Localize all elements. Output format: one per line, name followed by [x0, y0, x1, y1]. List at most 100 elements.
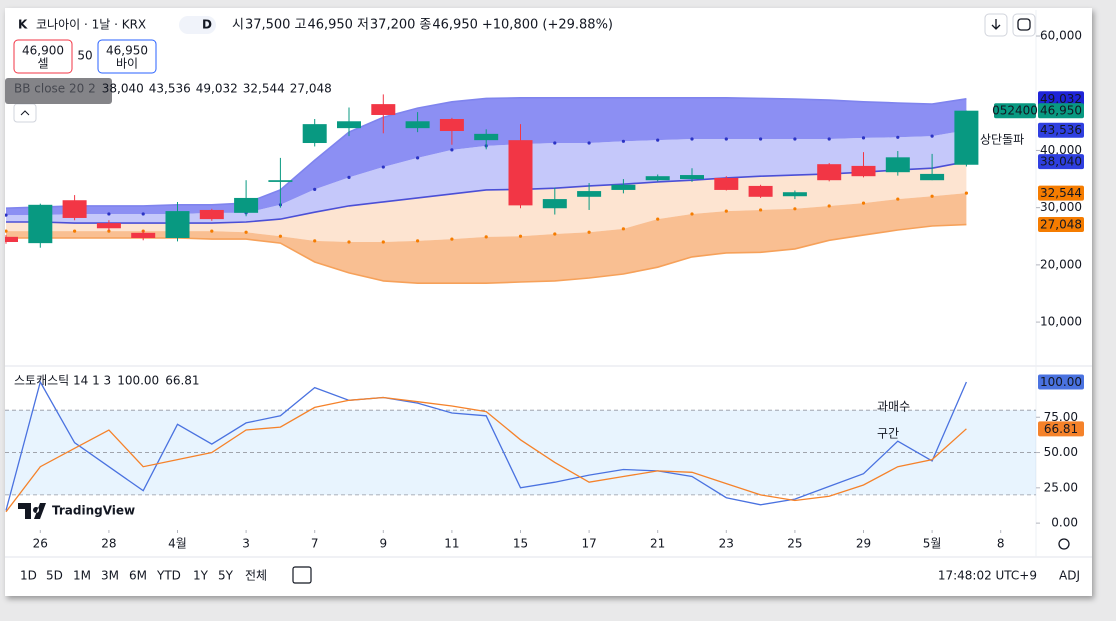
- candle-body: [817, 164, 842, 181]
- price-badge-bg: [1038, 122, 1084, 138]
- download-icon: [991, 19, 1001, 30]
- band-dot: [313, 239, 317, 243]
- band-dot: [896, 197, 900, 201]
- band-line: [6, 223, 967, 284]
- range-button[interactable]: 전체: [245, 569, 267, 583]
- band-dot: [793, 137, 797, 141]
- band-dot: [484, 235, 488, 239]
- band-dot: [278, 234, 282, 238]
- ohlc-label: 고: [294, 18, 306, 33]
- band-line: [5, 97, 967, 209]
- band-dot: [930, 134, 934, 138]
- band-dot: [621, 139, 626, 143]
- price-badge: 43,536: [1040, 123, 1082, 137]
- candle-body: [96, 223, 121, 229]
- band-dot: [347, 240, 351, 244]
- fullscreen-icon: [1017, 18, 1031, 31]
- compare-icon[interactable]: [292, 566, 312, 584]
- sell-button[interactable]: [13, 39, 73, 74]
- window: [5, 8, 1092, 596]
- collapse-icon: [20, 110, 30, 116]
- stoch-legend-value: 66.81: [165, 374, 199, 388]
- candle-body: [714, 177, 739, 190]
- band-dot: [141, 212, 145, 216]
- price-badge: 49,032: [1040, 92, 1082, 106]
- range-button[interactable]: 1D: [20, 569, 37, 583]
- candle-body: [954, 110, 979, 165]
- settings-icon[interactable]: [1058, 538, 1070, 550]
- stoch-line: [5, 380, 967, 511]
- x-tick-label: 11: [444, 537, 459, 551]
- buy-button[interactable]: [97, 39, 157, 74]
- band-dot: [930, 194, 934, 198]
- y-tick-label: 0.00: [1051, 516, 1078, 530]
- band-dot: [861, 136, 866, 140]
- bb-legend-value: 49,032: [196, 82, 238, 96]
- buy-price: 46,950: [106, 44, 148, 58]
- candle-body: [439, 118, 464, 132]
- band-dot: [416, 239, 420, 243]
- band-dot: [621, 227, 626, 231]
- y-tick-label: 60,000: [1040, 29, 1082, 43]
- stoch-badge: 66.81: [1044, 422, 1078, 436]
- x-tick-label: 7: [311, 537, 319, 551]
- band-dot: [964, 191, 969, 195]
- band-dot: [313, 187, 317, 191]
- range-button[interactable]: 6M: [129, 569, 147, 583]
- candle-body: [851, 165, 876, 177]
- band-dot: [656, 138, 660, 142]
- band-dot: [381, 165, 385, 169]
- range-button[interactable]: 3M: [101, 569, 119, 583]
- band-dot: [793, 207, 797, 211]
- band-dot: [759, 137, 763, 141]
- adj-button[interactable]: ADJ: [1059, 569, 1080, 583]
- band-dot: [107, 212, 111, 216]
- candle-body: [680, 175, 704, 180]
- bb-legend-value: 43,536: [149, 82, 191, 96]
- stoch-legend-value: 100.00: [117, 374, 159, 388]
- price-badge: 32,544: [1040, 186, 1082, 200]
- band-dot: [518, 234, 523, 238]
- x-tick-label: 23: [719, 537, 734, 551]
- clock: 17:48:02 UTC+9: [938, 569, 1037, 583]
- band-dot: [827, 137, 831, 141]
- sell-price: 46,900: [22, 44, 64, 58]
- close-badge: 46,950: [1040, 104, 1082, 118]
- stoch-badge-bg: [1038, 374, 1084, 390]
- band-dot: [381, 240, 385, 244]
- sell-label: 셀: [37, 57, 48, 71]
- band-dot: [896, 135, 900, 139]
- x-tick-label: 5월: [923, 537, 942, 551]
- price-badge-bg: [1038, 217, 1084, 233]
- stoch-badge: 100.00: [1040, 375, 1082, 389]
- band-dot: [347, 175, 351, 179]
- y-tick-label: 30,000: [1040, 200, 1082, 214]
- band-dot: [244, 230, 248, 234]
- symbol-badge-bg: [994, 103, 1036, 119]
- candle-body: [885, 157, 910, 173]
- candle-body: [508, 140, 533, 206]
- range-button[interactable]: 5D: [46, 569, 63, 583]
- overlay: K 코나아이 · 1날 · KRX D 시 37,500 고 46,950 저 37,200 종 4…: [5, 13, 1084, 584]
- band-fill: [6, 130, 967, 224]
- band-dot: [587, 230, 591, 234]
- band-dot: [656, 217, 660, 221]
- candle-body: [131, 232, 156, 238]
- fullscreen-button[interactable]: [1012, 13, 1036, 37]
- y-tick-label: 20,000: [1040, 257, 1082, 271]
- ohlc-value: 37,200: [370, 18, 416, 33]
- band-dot: [827, 204, 831, 208]
- range-button[interactable]: YTD: [156, 569, 181, 583]
- range-button[interactable]: 1M: [73, 569, 91, 583]
- band-dot: [450, 148, 454, 152]
- range-button[interactable]: 1Y: [193, 569, 209, 583]
- range-button[interactable]: 5Y: [218, 569, 234, 583]
- ohlc-label: 종: [419, 18, 431, 33]
- band-dot: [553, 141, 557, 145]
- candle-body: [748, 185, 773, 197]
- bb-legend-value: 27,048: [290, 82, 332, 96]
- band-dot: [5, 229, 8, 233]
- band-dot: [73, 229, 77, 233]
- collapse-button[interactable]: [13, 103, 37, 123]
- annotation: 상단돌파: [980, 133, 1024, 147]
